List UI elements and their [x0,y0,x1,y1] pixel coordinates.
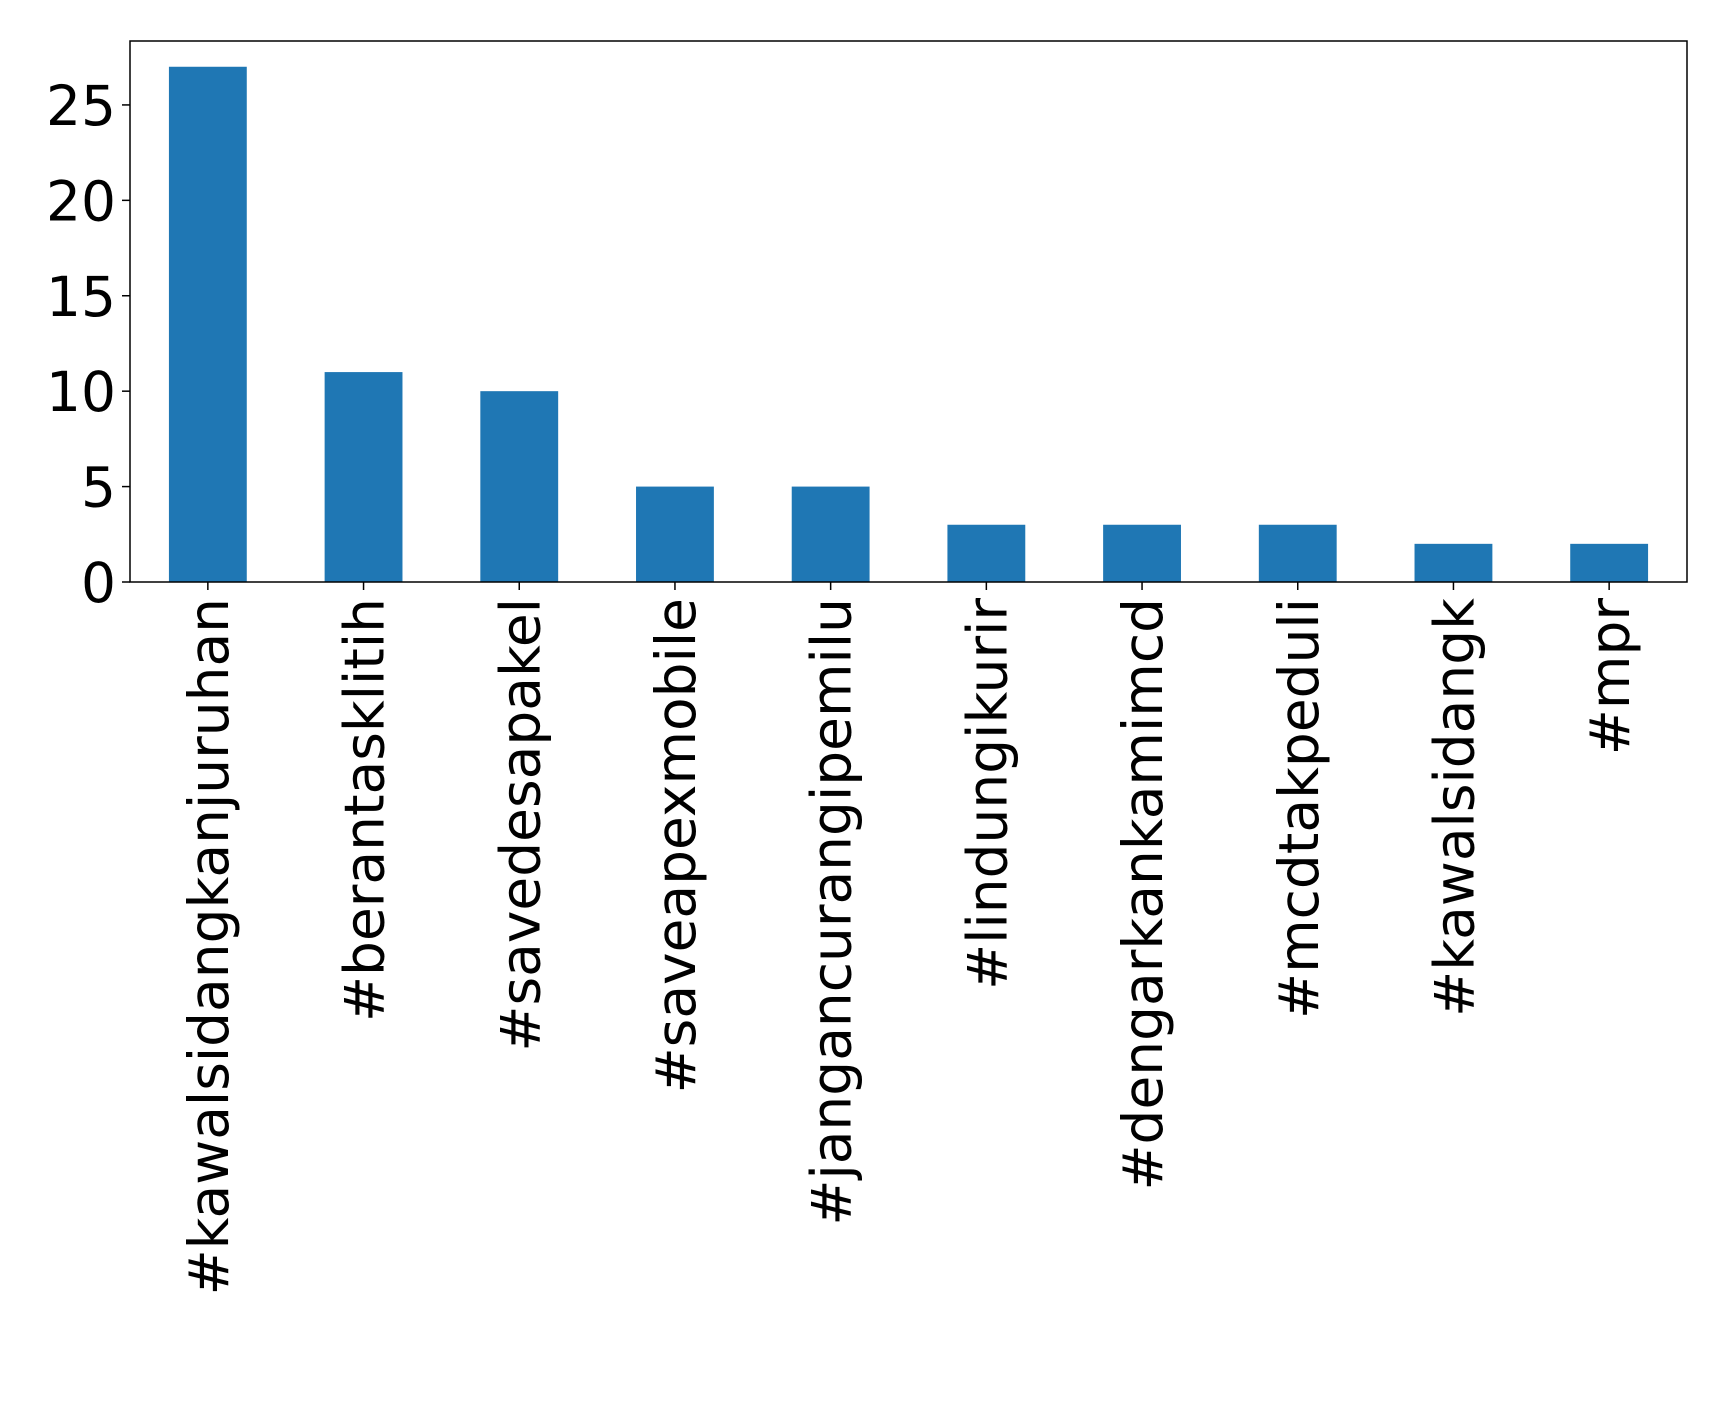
y-tick-label: 0 [81,551,116,615]
bar [791,486,870,582]
x-tick-label: #mcdtakpeduli [1267,598,1331,1019]
x-tick-label: #berantasklitih [333,598,397,1022]
bar [1258,524,1337,582]
bar [636,486,714,582]
bar [1414,543,1493,582]
bar [168,66,247,582]
bar [947,524,1026,582]
y-tick-label: 10 [46,360,116,424]
x-tick-label: #kawalsidangkanjuruhan [177,598,241,1295]
x-tick-label: #kawalsidangk [1422,598,1486,1017]
bar [324,372,403,582]
x-tick-label: #savedesapakel [488,598,552,1052]
x-tick-label: #mpr [1578,598,1642,756]
bar [480,391,559,582]
bar [1103,524,1181,582]
bar [1570,543,1649,582]
y-tick-label: 5 [81,456,116,520]
x-tick-label: #jangancurangipemilu [800,598,864,1226]
x-tick-label: #dengarkankamimcd [1111,598,1175,1191]
y-tick-label: 25 [46,74,116,138]
plot-frame [129,40,1688,583]
x-tick-label: #lindungikurir [955,598,1019,990]
y-tick-label: 15 [46,265,116,329]
x-tick-label: #saveapexmobile [644,598,708,1093]
y-tick-label: 20 [46,169,116,233]
